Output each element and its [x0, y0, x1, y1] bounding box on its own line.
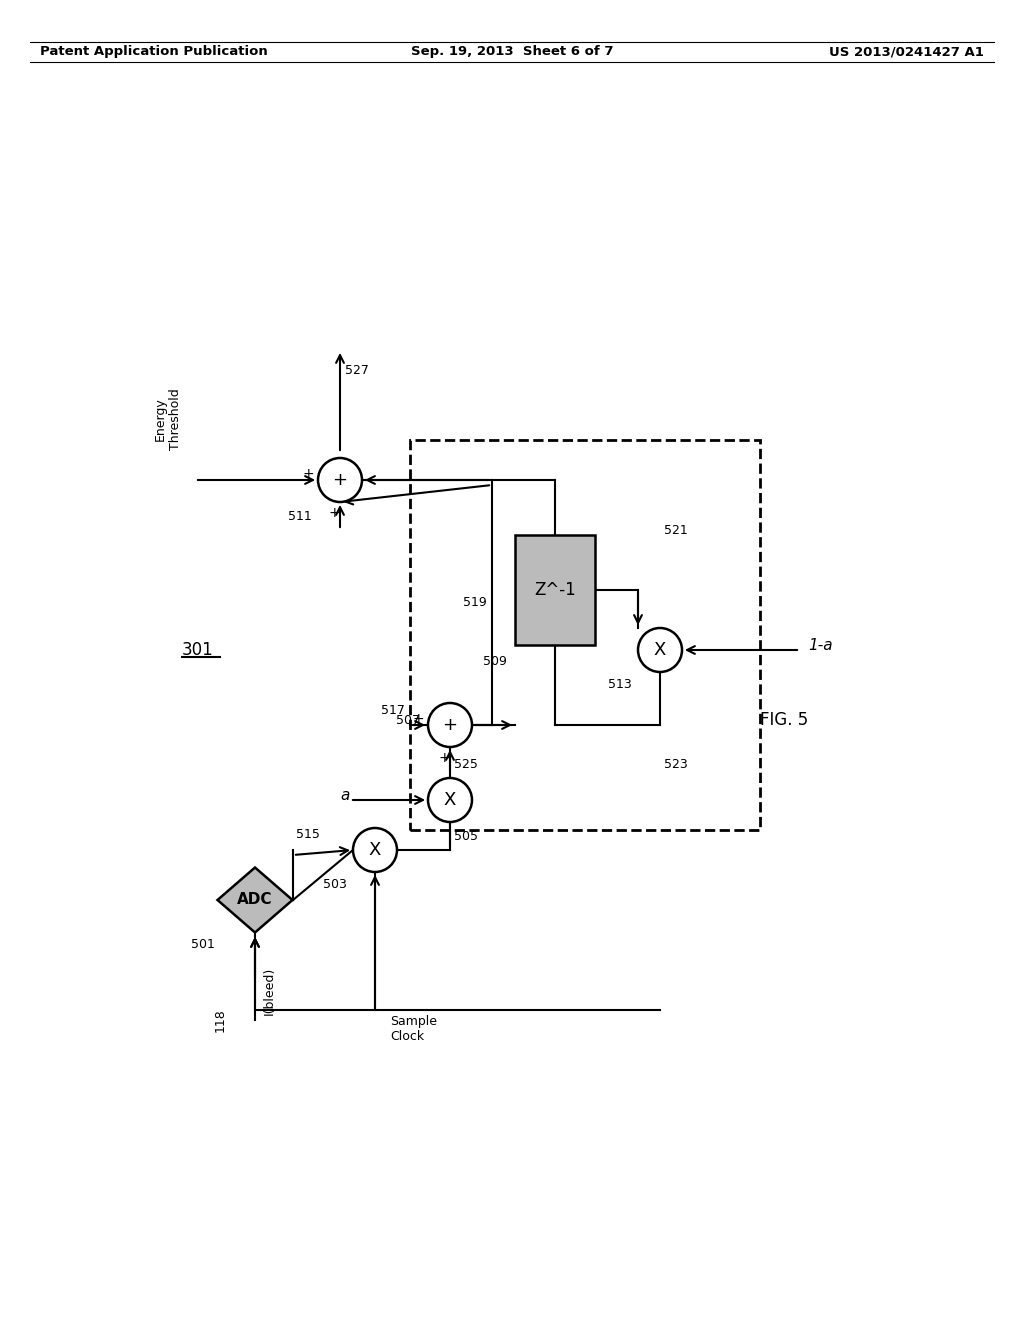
Text: X: X — [369, 841, 381, 859]
Text: 507: 507 — [396, 714, 420, 727]
Bar — [410, 440, 760, 830]
Text: 509: 509 — [483, 655, 507, 668]
Text: 523: 523 — [664, 759, 688, 771]
Text: US 2013/0241427 A1: US 2013/0241427 A1 — [829, 45, 984, 58]
Text: 513: 513 — [608, 678, 632, 690]
Text: Sep. 19, 2013  Sheet 6 of 7: Sep. 19, 2013 Sheet 6 of 7 — [411, 45, 613, 58]
Text: 505: 505 — [454, 830, 478, 843]
Text: 515: 515 — [296, 829, 319, 842]
Text: 517: 517 — [381, 704, 406, 717]
Text: +: + — [302, 467, 314, 480]
Text: Energy
Threshold: Energy Threshold — [154, 388, 182, 450]
Circle shape — [353, 828, 397, 873]
Text: 511: 511 — [288, 510, 312, 523]
Text: +: + — [438, 751, 450, 766]
Circle shape — [638, 628, 682, 672]
Text: 503: 503 — [324, 878, 347, 891]
Text: +: + — [442, 715, 458, 734]
Text: +: + — [333, 471, 347, 488]
Text: 118: 118 — [214, 1008, 227, 1032]
Text: X: X — [443, 791, 456, 809]
Polygon shape — [217, 867, 293, 932]
Text: 525: 525 — [454, 759, 478, 771]
Text: a: a — [340, 788, 349, 803]
Circle shape — [428, 704, 472, 747]
Text: 521: 521 — [664, 524, 688, 536]
Text: 501: 501 — [191, 939, 215, 952]
Text: 1-a: 1-a — [808, 638, 833, 652]
Text: Patent Application Publication: Patent Application Publication — [40, 45, 267, 58]
Circle shape — [428, 777, 472, 822]
Text: +: + — [413, 711, 424, 726]
Text: FIG. 5: FIG. 5 — [760, 711, 808, 729]
Bar — [515, 535, 595, 645]
Circle shape — [318, 458, 362, 502]
Text: 301: 301 — [182, 642, 214, 659]
Text: I(bleed): I(bleed) — [263, 966, 276, 1015]
Text: X: X — [653, 642, 667, 659]
Text: 519: 519 — [463, 597, 487, 609]
Text: 527: 527 — [345, 363, 369, 376]
Text: +: + — [328, 506, 340, 520]
Text: Z^-1: Z^-1 — [535, 581, 575, 599]
Text: Sample
Clock: Sample Clock — [390, 1015, 437, 1043]
Text: ADC: ADC — [238, 892, 272, 908]
